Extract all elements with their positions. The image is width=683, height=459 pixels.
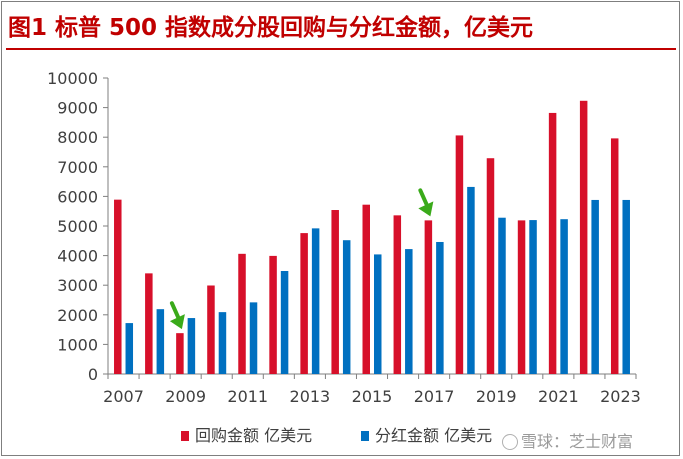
bar-dividend xyxy=(498,217,506,374)
bar-buyback xyxy=(207,285,215,374)
bar-dividend xyxy=(342,240,351,374)
snowball-logo-icon xyxy=(502,434,518,450)
bar-buyback xyxy=(145,273,153,374)
arrow-head xyxy=(418,201,434,217)
y-tick-label: 1000 xyxy=(57,335,98,354)
bar-dividend xyxy=(187,318,196,374)
bar-dividend xyxy=(249,302,258,374)
bar-buyback xyxy=(331,210,339,374)
y-tick-label: 9000 xyxy=(57,99,98,118)
bar-buyback xyxy=(238,253,246,374)
bar-dividend xyxy=(311,228,320,374)
bar-buyback xyxy=(610,138,619,374)
legend-swatch xyxy=(361,431,369,441)
title-rule xyxy=(6,48,676,50)
bar-dividend xyxy=(560,219,568,374)
bar-dividend xyxy=(405,249,413,374)
y-tick-label: 3000 xyxy=(57,276,98,295)
bar-buyback xyxy=(300,233,308,374)
bar-buyback xyxy=(424,220,433,374)
y-tick-label: 2000 xyxy=(57,306,98,325)
y-tick-label: 6000 xyxy=(57,187,98,206)
bar-buyback xyxy=(393,215,402,374)
bar-buyback xyxy=(517,220,526,374)
legend-label: 回购金额 亿美元 xyxy=(195,426,312,445)
bar-dividend xyxy=(436,241,444,374)
bar-dividend xyxy=(374,254,382,374)
y-tick-label: 0 xyxy=(88,365,98,384)
arrow-annotation xyxy=(418,188,434,217)
legend-swatch xyxy=(181,431,189,441)
y-tick-label: 5000 xyxy=(57,217,98,236)
x-tick-label: 2007 xyxy=(103,387,144,406)
bar-buyback xyxy=(176,333,184,374)
x-tick-label: 2021 xyxy=(538,387,579,406)
x-tick-label: 2009 xyxy=(165,387,206,406)
bar-buyback xyxy=(362,204,370,374)
bar-buyback xyxy=(455,135,464,374)
y-tick-label: 4000 xyxy=(57,247,98,266)
bar-buyback xyxy=(114,199,122,374)
bar-dividend xyxy=(467,186,475,374)
y-tick-label: 7000 xyxy=(57,158,98,177)
arrow-annotation xyxy=(169,301,185,330)
bar-dividend xyxy=(622,199,630,374)
bar-dividend xyxy=(156,309,165,374)
watermark: 雪球：芝士财富 xyxy=(502,428,633,452)
x-tick-label: 2023 xyxy=(600,387,641,406)
bar-dividend xyxy=(529,220,537,374)
x-tick-label: 2015 xyxy=(352,387,393,406)
bar-buyback xyxy=(269,255,277,374)
chart-title: 图1 标普 500 指数成分股回购与分红金额，亿美元 xyxy=(8,15,534,41)
x-tick-label: 2019 xyxy=(476,387,517,406)
bar-dividend xyxy=(218,312,227,374)
bar-buyback xyxy=(486,158,495,374)
bar-dividend xyxy=(125,323,134,374)
y-tick-label: 10000 xyxy=(47,69,98,88)
x-tick-label: 2013 xyxy=(290,387,331,406)
arrow-head xyxy=(169,314,185,330)
y-tick-label: 8000 xyxy=(57,128,98,147)
legend-label: 分红金额 亿美元 xyxy=(375,426,492,445)
bar-dividend xyxy=(591,199,599,374)
bar-buyback xyxy=(548,112,557,374)
x-tick-label: 2017 xyxy=(414,387,455,406)
bar-buyback xyxy=(579,100,588,375)
watermark-text: 雪球：芝士财富 xyxy=(521,432,634,451)
x-tick-label: 2011 xyxy=(227,387,268,406)
bar-dividend xyxy=(280,270,289,374)
